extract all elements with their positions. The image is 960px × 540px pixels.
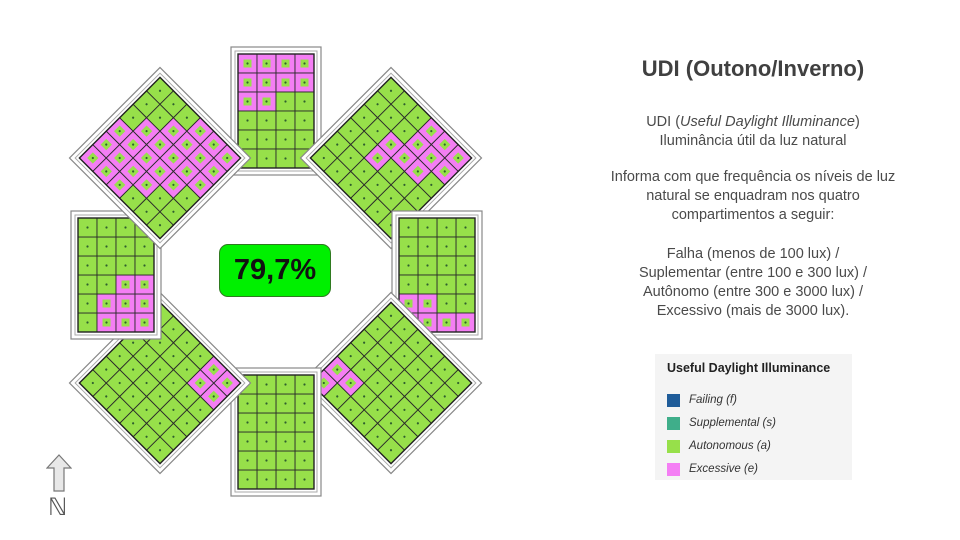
- north-label: ℕ: [48, 493, 68, 521]
- failing-swatch: [667, 393, 680, 407]
- room-northeast: [299, 66, 483, 250]
- supplemental-swatch: [667, 416, 680, 430]
- legend-title: Useful Daylight Illuminance: [667, 361, 831, 375]
- room-west: [70, 210, 162, 340]
- udi-translation: Iluminância útil da luz natural: [659, 133, 847, 149]
- floor-plan-diagram: [68, 46, 483, 497]
- udi-percentage-badge: 79,7%: [219, 244, 331, 297]
- room-south: [230, 367, 322, 497]
- udi-definition-italic: Useful Daylight Illuminance: [680, 114, 855, 130]
- excessive-swatch: [667, 462, 680, 476]
- legend-item-excessive: Excessive (e): [667, 462, 758, 476]
- legend-item-supplemental: Supplemental (s): [667, 416, 776, 430]
- legend-item-failing: Failing (f): [667, 393, 737, 407]
- room-northwest: [68, 66, 252, 250]
- autonomous-swatch: [667, 439, 680, 453]
- udi-bins: Falha (menos de 100 lux) / Suplementar (…: [638, 246, 868, 319]
- north-arrow-icon: [46, 454, 72, 492]
- room-north: [230, 46, 322, 176]
- udi-definition: UDI (Useful Daylight Illuminance) Ilumin…: [646, 114, 860, 149]
- room-southeast: [299, 291, 483, 475]
- udi-intro: Informa com que frequência os níveis de …: [610, 169, 896, 223]
- page-title: UDI (Outono/Inverno): [641, 56, 865, 81]
- legend: Useful Daylight Illuminance Failing (f) …: [655, 354, 852, 480]
- legend-item-autonomous: Autonomous (a): [667, 439, 771, 453]
- room-east: [391, 210, 483, 340]
